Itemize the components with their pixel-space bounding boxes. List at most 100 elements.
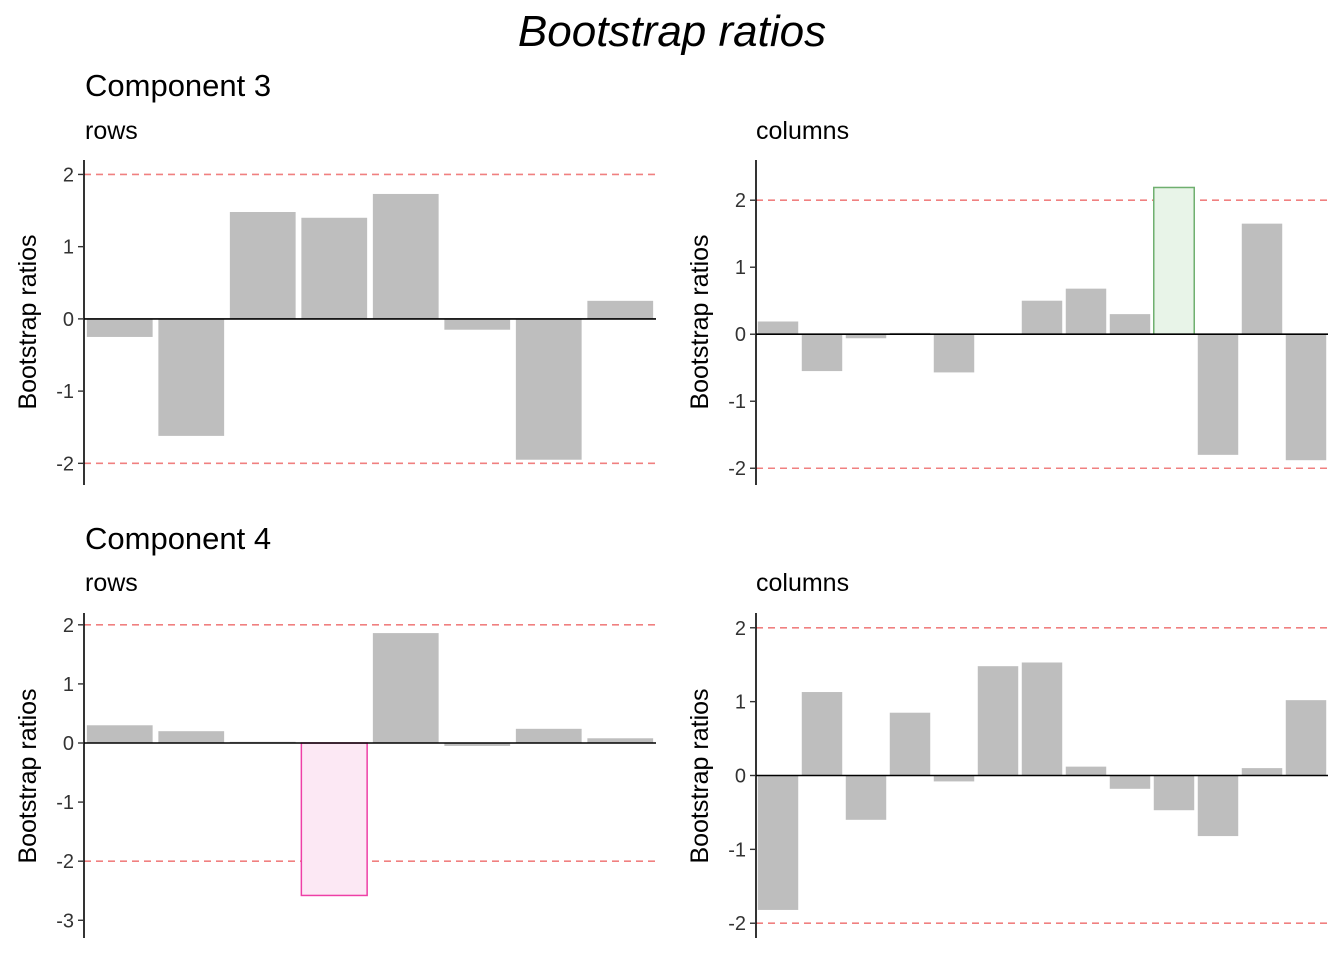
- panel-c4-cols: columns Bootstrap ratios Happy Pleasantly…: [686, 569, 1328, 960]
- bar-candied-strawberry: [515, 318, 582, 460]
- bar-joy: [1065, 766, 1107, 776]
- plot-area-c3-cols: Happy Pleasantly surprised Refreshed Calm Co…: [728, 125, 1328, 485]
- category-label-seedy-strawberry: Seedy strawberry: [323, 326, 346, 490]
- bar-energetic: [1021, 662, 1063, 776]
- y-tick-label: 2: [63, 615, 74, 637]
- bar-well-being: [1285, 334, 1327, 461]
- y-tick-label: 2: [735, 618, 746, 640]
- category-label-disgusted: Disgusted: [987, 221, 1010, 314]
- y-tick-label: -2: [728, 913, 746, 935]
- category-label-sweet-strawberry: Sweet strawberry: [466, 560, 489, 723]
- bar-interested: [1109, 775, 1151, 789]
- bar-yummy-strawberry: [372, 193, 439, 319]
- category-label-pleasantly-surprised: Pleasantly surprised: [811, 125, 834, 314]
- bar-well-being: [1285, 700, 1327, 776]
- bar-relaxed: [1197, 334, 1239, 455]
- category-label-calm: Calm: [899, 784, 922, 833]
- y-axis-title-c3-cols: Bootstrap ratios: [686, 234, 714, 409]
- bar-joy: [1065, 288, 1107, 335]
- y-tick-label: -2: [56, 453, 74, 475]
- bar-sweet-strawberry: [444, 743, 511, 746]
- component-3-title: Component 3: [85, 68, 271, 103]
- category-label-happy: Happy: [767, 342, 790, 403]
- plot-area-c4-cols: Happy Pleasantly surprised Refreshed Calm Co…: [728, 613, 1328, 960]
- panel-c4-rows: rows Bootstrap ratios Nutriday Bebible Al…: [14, 559, 656, 938]
- category-label-fruity-strawberry: Fruity strawberry: [609, 751, 632, 908]
- plot-area-c4-rows: Nutriday Bebible Alquería Niños Yogo Yogo S…: [56, 559, 656, 938]
- bar-sad: [1241, 223, 1283, 335]
- y-tick-label: 1: [735, 692, 746, 714]
- y-tick-label: -1: [728, 839, 746, 861]
- category-label-interested: Interested: [1119, 342, 1142, 435]
- bar-fruity-strawberry: [587, 300, 654, 319]
- category-label-nutriday-bebible: Nutriday Bebible: [109, 145, 132, 299]
- y-tick-label: 0: [63, 309, 74, 331]
- bar-calm: [889, 712, 931, 776]
- y-tick-label: 1: [63, 237, 74, 259]
- y-axis-title-c3-rows: Bootstrap ratios: [14, 234, 42, 409]
- bar-fruity-strawberry: [587, 738, 654, 743]
- bar-irritated: [1153, 775, 1195, 811]
- figure-title: Bootstrap ratios: [518, 7, 826, 56]
- category-label-seedy-strawberry: Seedy strawberry: [323, 559, 346, 723]
- y-axis-title-c4-rows: Bootstrap ratios: [14, 688, 42, 863]
- panel-c3-cols: columns Bootstrap ratios Happy Pleasantly…: [686, 117, 1328, 485]
- y-tick-label: 0: [735, 766, 746, 788]
- y-tick-label: 2: [63, 164, 74, 186]
- y-tick-label: 1: [63, 674, 74, 696]
- category-label-nutriday-bebible: Nutriday Bebible: [109, 751, 132, 905]
- y-tick-label: 0: [63, 733, 74, 755]
- category-label-joy: Joy: [1075, 342, 1098, 375]
- category-label-relaxed: Relaxed: [1207, 678, 1230, 755]
- bar-alqueria-ninos: [158, 731, 225, 743]
- category-label-joy: Joy: [1075, 783, 1098, 816]
- category-label-sad: Sad: [1251, 784, 1274, 821]
- y-tick-label: 2: [735, 190, 746, 212]
- category-label-irritated: Irritated: [1163, 684, 1186, 755]
- category-label-yummy-strawberry: Yummy strawberry: [395, 751, 418, 925]
- bar-yummy-strawberry: [372, 633, 439, 743]
- y-tick-label: -1: [56, 792, 74, 814]
- category-label-energetic: Energetic: [1031, 342, 1054, 431]
- category-label-irritated: Irritated: [1163, 342, 1186, 413]
- bar-interested: [1109, 314, 1151, 335]
- bar-refreshed: [845, 334, 887, 339]
- bar-refreshed: [845, 775, 887, 820]
- category-label-sweet-strawberry: Sweet strawberry: [466, 136, 489, 299]
- category-label-happy: Happy: [767, 694, 790, 755]
- bar-happy: [757, 321, 799, 335]
- panel-c3-rows: rows Bootstrap ratios Nutriday Bebible Al…: [14, 116, 656, 490]
- y-tick-label: -3: [56, 910, 74, 932]
- panel-title-c3-cols: columns: [756, 117, 849, 145]
- category-label-pleasantly-surprised: Pleasantly surprised: [811, 784, 834, 960]
- category-label-relaxed: Relaxed: [1207, 237, 1230, 314]
- category-label-candied-strawberry: Candied strawberry: [538, 751, 561, 934]
- bar-energetic: [1021, 300, 1063, 335]
- category-label-candied-strawberry: Candied strawberry: [538, 116, 561, 299]
- category-label-well-being: Well-being: [1295, 215, 1318, 314]
- bar-sad: [1241, 768, 1283, 776]
- category-label-refreshed: Refreshed: [855, 217, 878, 314]
- category-label-yogo-yogo: Yogo Yogo: [252, 327, 275, 427]
- category-label-fruity-strawberry: Fruity strawberry: [609, 326, 632, 483]
- category-label-energetic: Energetic: [1031, 784, 1054, 873]
- bar-seedy-strawberry: [301, 217, 368, 319]
- panel-title-c3-rows: rows: [85, 117, 138, 145]
- bar-comforted: [933, 334, 975, 373]
- y-tick-label: 0: [735, 324, 746, 346]
- category-label-sad: Sad: [1251, 342, 1274, 379]
- y-tick-label: -1: [728, 391, 746, 413]
- category-label-disgusted: Disgusted: [987, 784, 1010, 877]
- bar-comforted: [933, 775, 975, 782]
- category-label-calm: Calm: [899, 342, 922, 391]
- component-4-title: Component 4: [85, 521, 271, 556]
- bar-sweet-strawberry: [444, 318, 511, 330]
- category-label-interested: Interested: [1119, 662, 1142, 755]
- panel-title-c4-cols: columns: [756, 569, 849, 597]
- y-tick-label: 1: [735, 257, 746, 279]
- bar-alqueria-ninos: [158, 318, 225, 436]
- bar-disgusted: [977, 666, 1019, 776]
- category-label-comforted: Comforted: [943, 216, 966, 314]
- bar-yogo-yogo: [229, 212, 296, 319]
